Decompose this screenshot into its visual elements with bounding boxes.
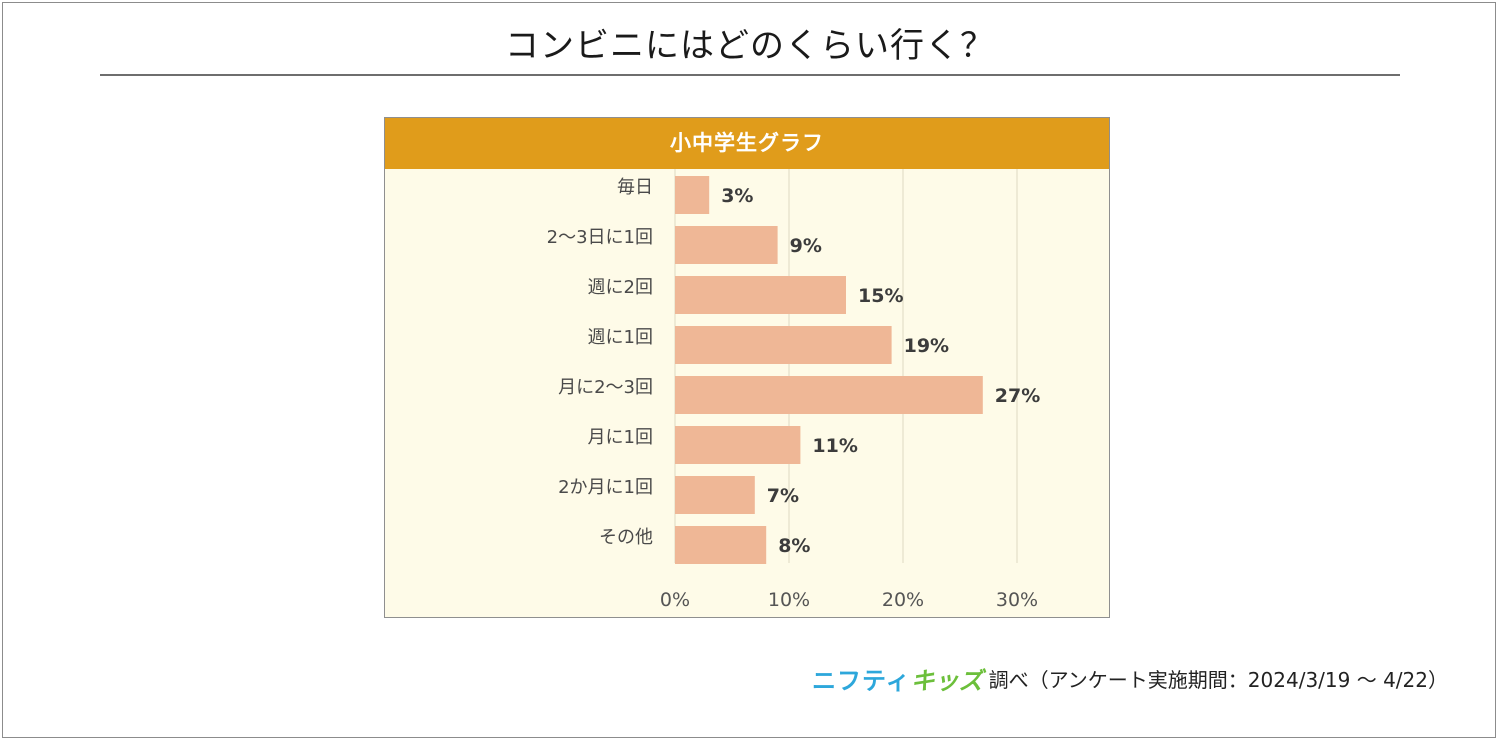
category-label: 週に1回 (588, 327, 653, 348)
chart-panel-header: 小中学生グラフ (385, 118, 1109, 169)
bar (675, 326, 892, 364)
category-label: 毎日 (617, 177, 653, 198)
page-title: コンビニにはどのくらい行く？ (505, 26, 995, 66)
bar (675, 476, 755, 514)
category-label: 月に1回 (588, 427, 653, 448)
logo-text-nifty: ニフティ (812, 666, 911, 695)
category-label: 月に2～3回 (558, 377, 653, 398)
x-tick-label: 10% (768, 589, 810, 611)
category-label: 2か月に1回 (558, 477, 653, 498)
x-tick-label: 30% (996, 589, 1038, 611)
x-tick-label: 20% (882, 589, 924, 611)
labels: 0% 10% 20% 30% 毎日 3% 2～3日に1回 9% 週に2回 15% 週に1回 19% 月に… (547, 177, 1041, 611)
logo-text-kids: キッズ (910, 666, 983, 695)
value-label: 9% (790, 235, 822, 257)
bar (675, 176, 710, 214)
chart-panel: 小中学生グラフ 0% 10% 20% 30% 毎日 3% 2～3日に1回 9% 週に2回 15% 週… (384, 117, 1110, 618)
title-divider (100, 74, 1400, 76)
x-tick-label: 0% (660, 589, 690, 611)
bar (675, 226, 778, 264)
bar (675, 276, 846, 314)
bar (675, 426, 801, 464)
value-label: 8% (778, 535, 810, 557)
source-credit: ニフティ キッズ 調べ（アンケート実施期間：2024/3/19 ～ 4/22） (812, 660, 1448, 696)
category-label: 2～3日に1回 (547, 227, 653, 248)
bar-chart: 0% 10% 20% 30% 毎日 3% 2～3日に1回 9% 週に2回 15% 週に1回 19% 月に… (547, 169, 1041, 611)
value-label: 3% (721, 185, 753, 207)
value-label: 15% (858, 285, 903, 307)
bar (675, 376, 983, 414)
nifty-kids-logo: ニフティ キッズ (812, 661, 983, 696)
value-label: 19% (904, 335, 949, 357)
bars (675, 176, 983, 564)
category-label: 週に2回 (588, 277, 653, 298)
category-label: その他 (599, 527, 653, 548)
bar (675, 526, 767, 564)
survey-period-text: 調べ（アンケート実施期間：2024/3/19 ～ 4/22） (988, 667, 1448, 692)
value-label: 7% (767, 485, 799, 507)
value-label: 27% (995, 385, 1040, 407)
value-label: 11% (812, 435, 857, 457)
